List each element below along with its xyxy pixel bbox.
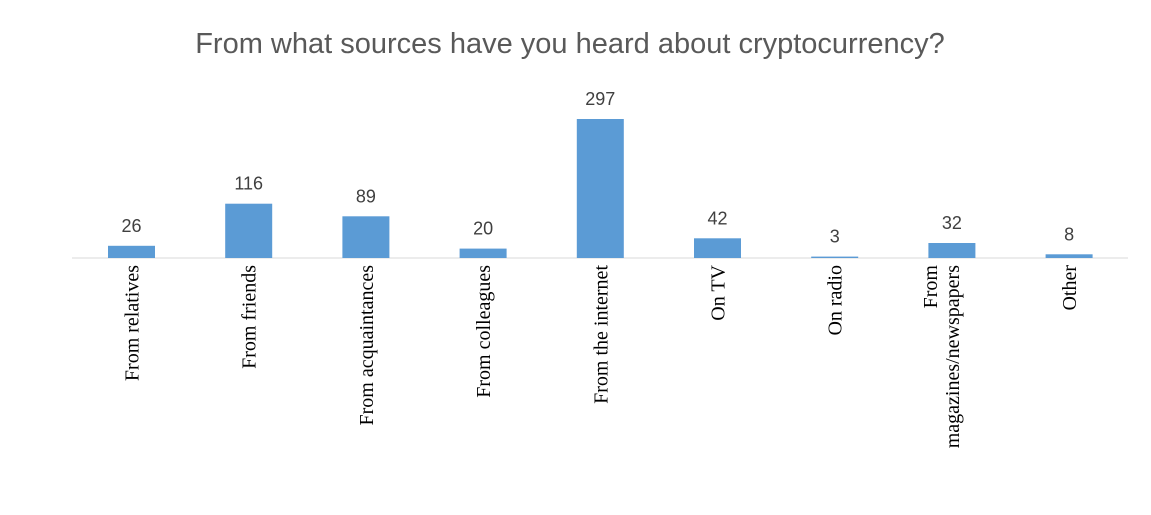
category-label-1: From friends bbox=[239, 265, 261, 369]
bar-8 bbox=[1045, 254, 1093, 258]
data-label-8: 8 bbox=[1064, 224, 1074, 244]
data-label-5: 42 bbox=[707, 208, 727, 228]
category-label-0: From relatives bbox=[122, 265, 144, 381]
category-label-line: From colleagues bbox=[473, 265, 495, 398]
category-label-5: On TV bbox=[708, 264, 730, 320]
bar-6 bbox=[811, 256, 859, 258]
category-label-line: From the internet bbox=[590, 265, 612, 404]
bar-0 bbox=[108, 245, 155, 258]
category-label-line: From acquaintances bbox=[356, 265, 378, 426]
bar-4 bbox=[576, 119, 624, 258]
bar-2 bbox=[342, 216, 390, 258]
category-label-line: From relatives bbox=[122, 265, 144, 381]
data-labels-group: 26 116 89 20 297 42 3 32 8 bbox=[121, 89, 1074, 247]
category-label-line: On TV bbox=[708, 264, 730, 320]
bars-group bbox=[108, 119, 1093, 258]
category-label-6: On radio bbox=[825, 265, 847, 336]
category-label-4: From the internet bbox=[590, 265, 612, 404]
data-label-2: 89 bbox=[356, 186, 376, 206]
data-label-0: 26 bbox=[121, 216, 141, 236]
category-label-2: From acquaintances bbox=[356, 265, 378, 426]
bar-5 bbox=[694, 238, 741, 258]
bar-3 bbox=[459, 248, 507, 258]
bar-7 bbox=[928, 243, 976, 258]
data-label-3: 20 bbox=[473, 219, 493, 239]
category-label-line: From bbox=[920, 265, 942, 309]
data-label-6: 3 bbox=[830, 227, 840, 247]
bar-1 bbox=[225, 203, 273, 258]
data-label-4: 297 bbox=[585, 89, 615, 109]
category-label-7: From magazines/newspapers bbox=[920, 265, 964, 449]
category-label-line: Other bbox=[1059, 265, 1081, 311]
data-label-1: 116 bbox=[234, 174, 263, 194]
chart-title: From what sources have you heard about c… bbox=[195, 28, 945, 60]
category-label-3: From colleagues bbox=[473, 265, 495, 398]
data-label-7: 32 bbox=[942, 213, 962, 233]
category-labels-group: From relatives From friends From acquainta… bbox=[122, 264, 1082, 448]
category-label-8: Other bbox=[1059, 265, 1081, 311]
category-label-line: On radio bbox=[825, 265, 847, 336]
category-label-line: From friends bbox=[239, 265, 261, 369]
category-label-line: magazines/newspapers bbox=[942, 265, 964, 448]
